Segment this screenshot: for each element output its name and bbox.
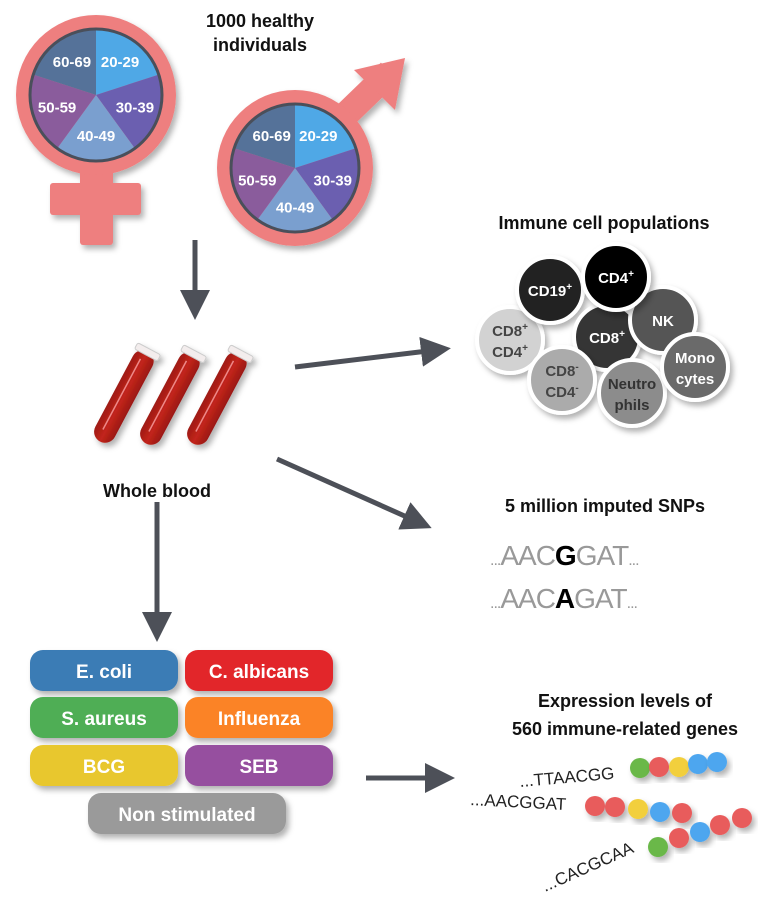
female-age-label: 20-29 <box>101 54 139 71</box>
cell-label: CD19+ <box>528 282 572 300</box>
cohort-title-line2: individuals <box>213 35 307 55</box>
snp-sequence-1: ...AACGGAT... <box>490 540 639 571</box>
immune-cell: CD4+ <box>581 242 651 312</box>
female-age-label: 60-69 <box>53 54 91 71</box>
immune-cells-title: Immune cell populations <box>498 213 709 233</box>
gene-expression-rows: ...TTAACGG...AACGGAT ...CACGCAA <box>470 752 752 896</box>
svg-text:S. aureus: S. aureus <box>61 709 147 730</box>
female-age-label: 30-39 <box>116 100 154 117</box>
expression-dot <box>690 822 710 842</box>
female-slice-20-29 <box>96 29 159 95</box>
svg-text:C. albicans: C. albicans <box>209 662 309 683</box>
whole-blood-label: Whole blood <box>103 481 211 501</box>
male-slice-40-49 <box>257 168 333 233</box>
gene-sequence: ...AACGGAT <box>470 790 567 814</box>
female-slice-30-39 <box>96 74 162 149</box>
expression-dot <box>669 828 689 848</box>
stimulus-e-coli: E. coli <box>30 650 178 691</box>
expression-dot <box>732 808 752 828</box>
expression-dot <box>605 797 625 817</box>
male-slice-20-29 <box>295 104 356 168</box>
cell-label: CD8- <box>545 362 578 380</box>
female-age-label: 50-59 <box>38 100 76 117</box>
expression-dot <box>710 815 730 835</box>
expression-dot <box>649 757 669 777</box>
immune-cell: CD19+ <box>515 255 585 325</box>
snp-sequence-2: ...AACAGAT... <box>490 583 637 614</box>
arrow-blood-to-cells <box>294 336 451 370</box>
gene-row: ...CACGCAA <box>539 808 752 896</box>
cell-label: CD8+ <box>589 329 625 347</box>
cell-label: cytes <box>676 371 714 388</box>
female-slice-60-69 <box>33 29 96 95</box>
male-slice-60-69 <box>234 104 295 168</box>
arrow-blood-to-snps <box>275 456 432 530</box>
stimulus-bcg: BCG <box>30 745 178 786</box>
expression-dot <box>688 754 708 774</box>
immune-cell: CD8- CD4- <box>527 345 597 415</box>
female-slice-50-59 <box>30 74 96 149</box>
cell-label: CD4- <box>545 383 578 401</box>
expression-dot <box>628 799 648 819</box>
cell-label: CD4+ <box>492 343 528 361</box>
male-age-label: 30-39 <box>314 172 352 189</box>
svg-text:Influenza: Influenza <box>218 709 301 730</box>
svg-text:SEB: SEB <box>239 757 278 778</box>
expression-dot <box>585 796 605 816</box>
blood-tubes-icon <box>94 342 254 445</box>
snps-title: 5 million imputed SNPs <box>505 496 705 516</box>
female-age-label: 40-49 <box>77 128 115 145</box>
male-slice-30-39 <box>295 148 359 220</box>
stimulus-seb: SEB <box>185 745 333 786</box>
stimulus-s-aureus: S. aureus <box>30 697 178 738</box>
male-age-label: 40-49 <box>276 200 314 217</box>
immune-cell: Mono cytes <box>660 332 730 402</box>
immune-cell: CD8+ CD4+ <box>475 305 545 375</box>
gene-row: ...TTAACGG <box>519 752 727 791</box>
male-slice-50-59 <box>231 148 295 220</box>
gene-row: ...AACGGAT <box>470 790 692 823</box>
immune-cell: CD8+ <box>572 302 642 372</box>
cell-label: Mono <box>675 350 715 367</box>
snp-variant-2: A <box>555 583 575 614</box>
cell-label: Neutro <box>608 376 656 393</box>
expression-dot <box>707 752 727 772</box>
expression-title-line2: 560 immune-related genes <box>512 719 738 739</box>
expression-dot <box>630 758 650 778</box>
expression-dot <box>648 837 668 857</box>
svg-text:E. coli: E. coli <box>76 662 132 683</box>
arrows <box>142 240 455 793</box>
cell-label: phils <box>614 397 649 414</box>
male-age-label: 20-29 <box>299 128 337 145</box>
expression-dot <box>669 757 689 777</box>
cohort-title-line1: 1000 healthy <box>206 11 314 31</box>
stimulation-conditions: E. coli C. albicans S. aureus Influenza BCG S… <box>30 650 333 834</box>
expression-dot <box>672 803 692 823</box>
svg-text:Non stimulated: Non stimulated <box>118 805 255 826</box>
male-age-label: 50-59 <box>238 172 276 189</box>
immune-cell-cluster: CD8+ CD4+ CD19+ CD8+ NK CD4+ CD8- CD4- Neutro phi… <box>475 242 730 428</box>
immune-cell: Neutro phils <box>597 358 667 428</box>
stimulus-c-albicans: C. albicans <box>185 650 333 691</box>
male-age-label: 60-69 <box>252 128 290 145</box>
expression-title-line1: Expression levels of <box>538 691 713 711</box>
cell-label: CD4+ <box>598 269 634 287</box>
stimulus-non-stimulated: Non stimulated <box>88 793 286 834</box>
cell-label: CD8+ <box>492 322 528 340</box>
gene-sequence: ...TTAACGG <box>519 764 615 791</box>
stimulus-influenza: Influenza <box>185 697 333 738</box>
female-slice-40-49 <box>57 95 135 162</box>
gene-sequence: ...CACGCAA <box>539 838 637 896</box>
cell-label: NK <box>652 313 674 330</box>
snp-variant-1: G <box>555 540 576 571</box>
expression-dot <box>650 802 670 822</box>
svg-text:BCG: BCG <box>83 757 125 778</box>
